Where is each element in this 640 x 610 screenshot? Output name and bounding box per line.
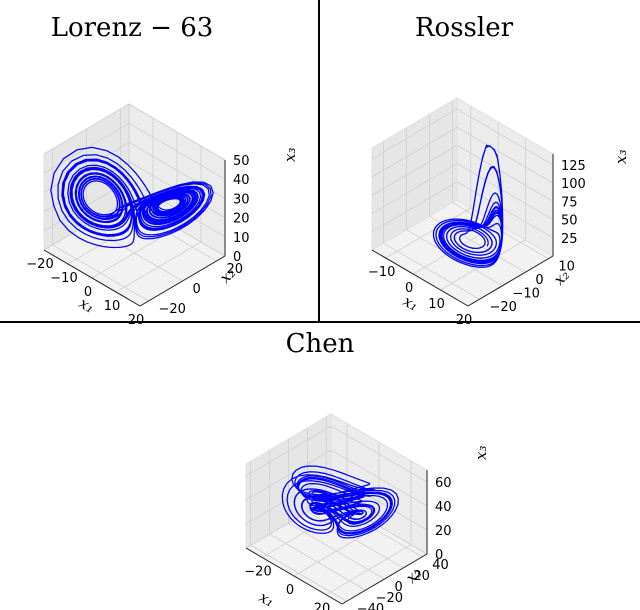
tick-label: 75: [561, 195, 578, 210]
tick-label: 20: [435, 524, 452, 539]
tick-label: 40: [233, 173, 250, 188]
x-axis-line: [43, 249, 141, 307]
grid-line: [456, 181, 554, 239]
grid-line: [245, 425, 332, 477]
tick-label: −20: [244, 564, 271, 579]
grid-line: [326, 500, 423, 558]
grid-line: [128, 103, 226, 161]
axes-frame: [371, 97, 554, 307]
grid-line: [371, 163, 458, 214]
tick-label: −20: [489, 300, 516, 315]
grid-line: [452, 202, 549, 260]
grid-line: [371, 126, 458, 178]
series-trajectory: [281, 465, 399, 539]
tick-label: 0: [395, 580, 403, 595]
grid-line: [128, 122, 226, 180]
tick-label: 40: [435, 500, 452, 515]
grid-line: [43, 103, 130, 155]
grid-line: [245, 449, 332, 501]
grid-line: [288, 522, 385, 580]
grid-line: [269, 533, 366, 591]
tick-label: 20: [128, 313, 145, 328]
tick-label: 0: [84, 285, 92, 300]
grid-line: [250, 544, 347, 602]
tick-label: 0: [233, 250, 241, 265]
chart-title: Lorenz − 63: [51, 13, 214, 43]
grid-line: [330, 425, 428, 483]
tick-label: −10: [50, 271, 77, 286]
x-axis-line: [245, 547, 343, 605]
tick-label: 30: [233, 192, 250, 207]
grid-line: [330, 449, 428, 507]
chart-title: Chen: [286, 329, 355, 359]
series-trajectory: [432, 144, 504, 268]
tick-label: 25: [561, 232, 578, 247]
z-axis-label: x₃: [472, 446, 490, 460]
tick-label: 40: [432, 558, 449, 573]
y-axis-line: [341, 553, 428, 605]
tick-label: −10: [512, 287, 539, 302]
axes-frame: [245, 413, 428, 605]
grid-line: [456, 163, 554, 220]
tick-label: −20: [26, 257, 53, 272]
grid-line: [245, 473, 332, 525]
grid-line: [456, 108, 554, 166]
tick-label: 0: [405, 281, 413, 296]
tick-label: 10: [428, 297, 445, 312]
tick-label: 10: [233, 231, 250, 246]
series-trajectory: [50, 146, 214, 249]
tick-label: −40: [357, 602, 384, 610]
tick-label: 20: [233, 212, 250, 227]
grid-line: [456, 126, 554, 184]
tick-label: 60: [435, 476, 452, 491]
tick-label: 0: [435, 548, 443, 563]
tick-label: 0: [286, 583, 294, 598]
chart-title: Rossler: [415, 13, 514, 43]
x-axis-line: [371, 249, 469, 307]
y-axis-line: [467, 255, 554, 307]
grid-line: [43, 199, 130, 251]
grid-line: [371, 145, 458, 196]
tick-label: 125: [561, 159, 586, 174]
tick-label: 10: [558, 260, 575, 275]
tick-label: 20: [227, 262, 244, 277]
grid-line: [385, 207, 471, 259]
tick-label: 10: [104, 299, 121, 314]
x-axis-label: x₁: [76, 294, 98, 317]
grid-line: [52, 244, 149, 302]
axes-frame: [43, 103, 226, 307]
tick-label: 50: [561, 214, 578, 229]
tick-label: 0: [535, 273, 543, 288]
tick-label: −20: [159, 302, 186, 317]
tick-label: 100: [561, 177, 586, 192]
tick-label: 50: [233, 154, 250, 169]
tick-label: −20: [376, 591, 403, 606]
grid-line: [456, 145, 554, 202]
grid-line: [128, 142, 226, 199]
tick-label: 20: [314, 602, 331, 610]
tick-label: 20: [413, 569, 430, 584]
x-axis-label: x₁: [256, 588, 278, 610]
z-axis-label: x₃: [612, 150, 630, 164]
panel-lorenz: Lorenz − 63 −20−1001020−2002001020304050…: [26, 13, 299, 328]
y-axis-line: [139, 255, 226, 307]
grid-line: [371, 108, 458, 160]
grid-line: [43, 161, 130, 212]
tick-label: 0: [193, 282, 201, 297]
grid-line: [371, 181, 458, 233]
grid-line: [383, 242, 480, 300]
tick-label: −10: [368, 265, 395, 280]
x-axis-label: x₁: [400, 292, 422, 315]
z-axis-label: x₃: [281, 148, 299, 162]
tick-label: 20: [456, 313, 473, 328]
side-pane: [371, 97, 458, 251]
